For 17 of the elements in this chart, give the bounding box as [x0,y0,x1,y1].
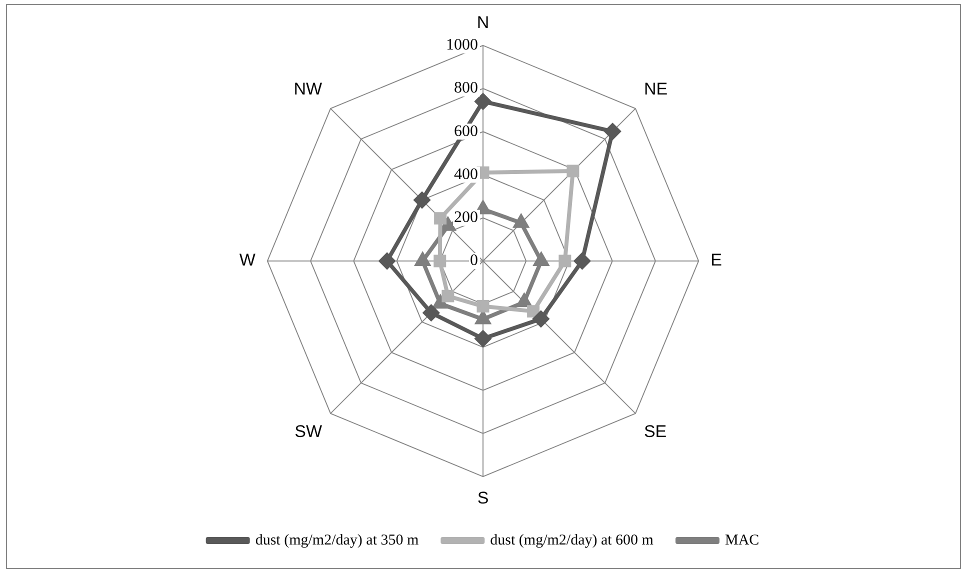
y-tick-label: 800 [454,80,478,97]
legend-label: MAC [724,532,760,548]
spoke-label: W [239,250,256,270]
spoke-label: SE [644,422,667,441]
spoke-label: N [476,12,490,32]
spoke-label: E [710,250,722,270]
spoke-label: NW [294,80,322,99]
spoke-label: S [477,488,489,508]
spoke-label: NE [644,80,668,99]
y-tick-label: 400 [454,166,478,183]
legend-label: dust (mg/m2/day) at 600 m [490,532,654,548]
y-tick-label: 0 [470,252,478,270]
y-tick-label: 1000 [446,36,478,54]
spoke-label: SW [294,422,322,441]
y-tick-label: 200 [454,209,478,226]
y-tick-label: 600 [454,122,478,140]
legend-label: dust (mg/m2/day) at 350 m [255,532,419,548]
